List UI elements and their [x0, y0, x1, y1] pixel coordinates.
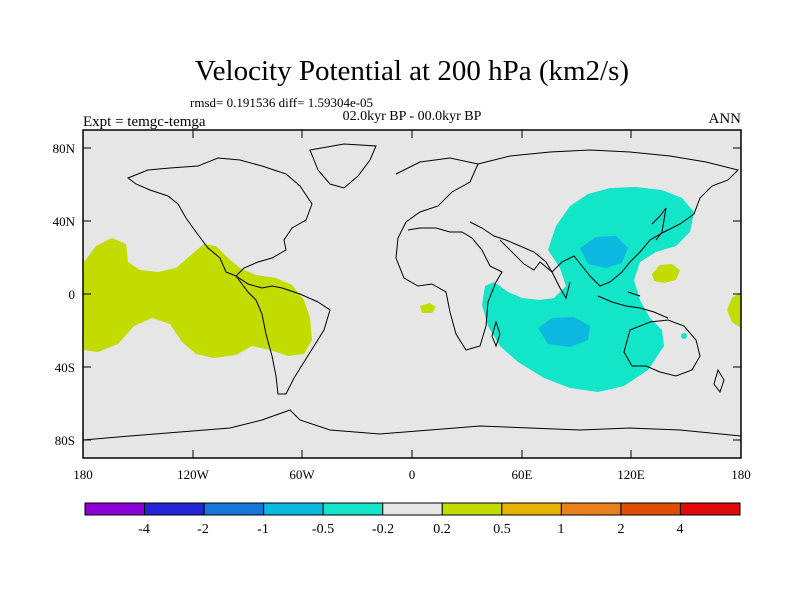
- colorbar-swatch: [84, 502, 146, 516]
- negative-core-asia: [580, 236, 628, 268]
- coast-africa-europe: [395, 157, 503, 351]
- experiment-label: Expt = temgc-temga: [83, 114, 206, 130]
- colorbar-label-1: -2: [197, 522, 209, 537]
- positive-anomaly-dateline: [727, 292, 741, 328]
- season-label: ANN: [709, 111, 742, 127]
- lon-label-180w: 180: [73, 467, 93, 482]
- lat-label-40s: 40S: [55, 360, 75, 375]
- colorbar-swatches: [84, 502, 741, 516]
- lon-label-0: 0: [409, 467, 416, 482]
- lon-ticks: [82, 130, 742, 458]
- velocity-potential-field: [83, 187, 741, 392]
- colorbar-label-2: -1: [257, 522, 269, 537]
- coast-japan: [651, 207, 667, 241]
- positive-anomaly-westpacific: [652, 264, 680, 283]
- lat-label-40n: 40N: [53, 214, 76, 229]
- period-label: 02.0kyr BP - 00.0kyr BP: [343, 109, 482, 124]
- coast-south-america: [235, 275, 331, 395]
- lat-label-80n: 80N: [53, 141, 76, 156]
- stats-label: rmsd= 0.191536 diff= 1.59304e-05: [190, 95, 373, 110]
- colorbar-swatch: [501, 502, 562, 516]
- coast-indonesia: [597, 291, 669, 319]
- colorbar-label-9: 4: [677, 522, 684, 537]
- colorbar-label-8: 2: [618, 522, 625, 537]
- negative-anomaly-indian-ocean: [482, 187, 694, 392]
- colorbar-swatch: [203, 502, 265, 516]
- coast-australia: [623, 319, 701, 377]
- colorbar-swatch: [560, 502, 622, 516]
- colorbar-label-7: 1: [558, 522, 565, 537]
- colorbar-swatch: [441, 502, 503, 516]
- coast-asia: [469, 149, 739, 287]
- colorbar-label-5: 0.2: [433, 522, 451, 537]
- lon-label-120e: 120E: [617, 467, 645, 482]
- chart-title: Velocity Potential at 200 hPa (km2/s): [195, 55, 629, 87]
- lat-label-0: 0: [69, 287, 76, 302]
- colorbar-swatch: [144, 502, 205, 516]
- colorbar-swatch: [263, 502, 324, 516]
- coast-greenland: [309, 143, 377, 189]
- colorbar-label-3: -0.5: [312, 522, 334, 537]
- coast-north-america: [126, 157, 313, 277]
- colorbar: -4 -2 -1 -0.5 -0.2 0.2 0.5 1 2 4: [84, 502, 741, 537]
- colorbar-swatch: [620, 502, 681, 516]
- positive-anomaly-atlantic: [420, 303, 436, 313]
- colorbar-label-0: -4: [138, 522, 150, 537]
- lat-label-80s: 80S: [55, 433, 75, 448]
- negative-anomaly-dot: [681, 333, 687, 339]
- colorbar-swatch: [679, 502, 741, 516]
- coast-madagascar: [491, 320, 501, 348]
- coastlines: [82, 143, 742, 441]
- lon-label-180e: 180: [731, 467, 751, 482]
- lon-label-60w: 60W: [289, 467, 315, 482]
- lon-label-120w: 120W: [177, 467, 210, 482]
- coast-new-zealand: [713, 368, 725, 394]
- colorbar-swatch: [322, 502, 384, 516]
- coast-antarctica: [82, 409, 742, 441]
- colorbar-label-6: 0.5: [493, 522, 511, 537]
- negative-core-indian: [538, 317, 590, 347]
- positive-anomaly-pacific: [83, 238, 312, 358]
- lat-ticks: [83, 147, 741, 441]
- coast-arabia-india: [499, 239, 571, 300]
- colorbar-label-4: -0.2: [372, 522, 394, 537]
- lon-label-60e: 60E: [512, 467, 533, 482]
- colorbar-swatch: [382, 502, 443, 516]
